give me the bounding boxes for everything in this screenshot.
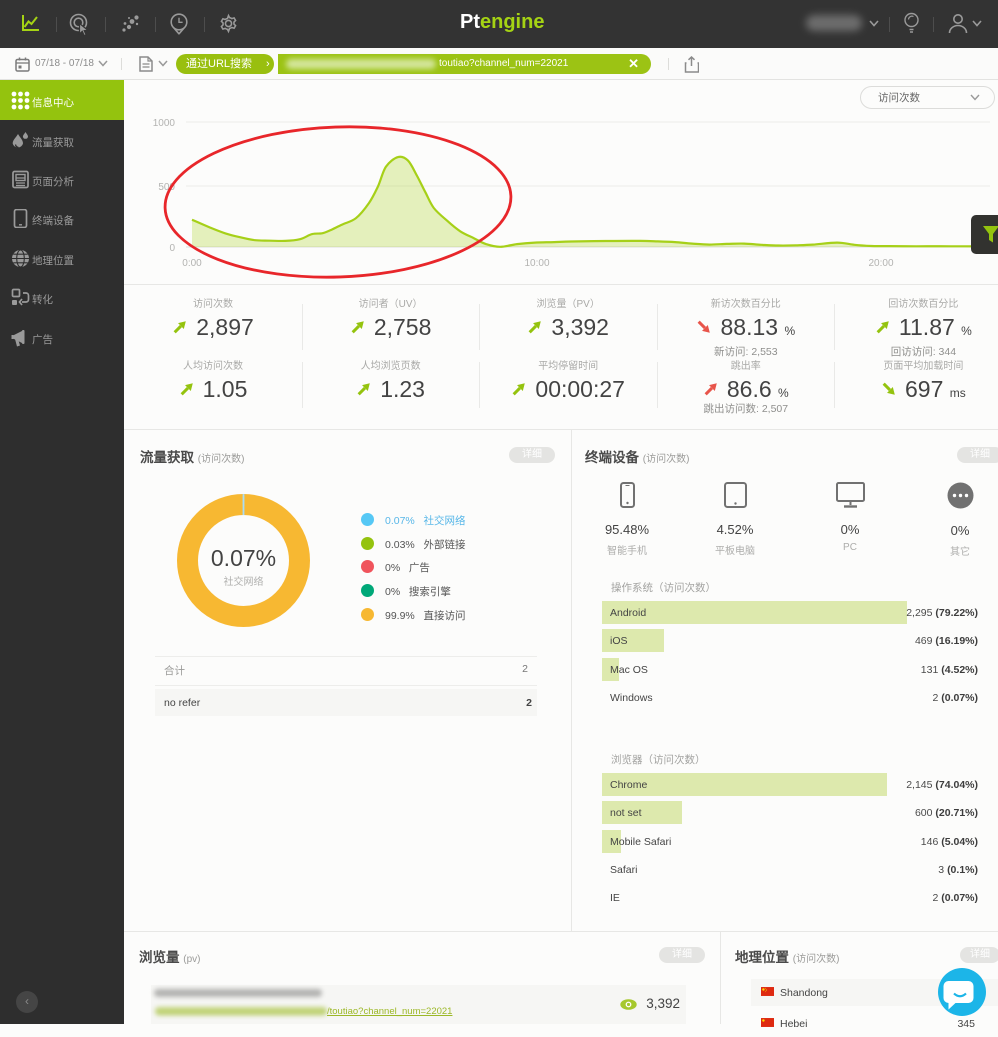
svg-text:1000: 1000	[153, 118, 176, 129]
svg-text:0:00: 0:00	[182, 258, 202, 269]
svg-text:500: 500	[158, 182, 175, 193]
svg-text:20:00: 20:00	[868, 258, 893, 269]
svg-text:0: 0	[169, 243, 175, 254]
svg-text:10:00: 10:00	[524, 258, 549, 269]
